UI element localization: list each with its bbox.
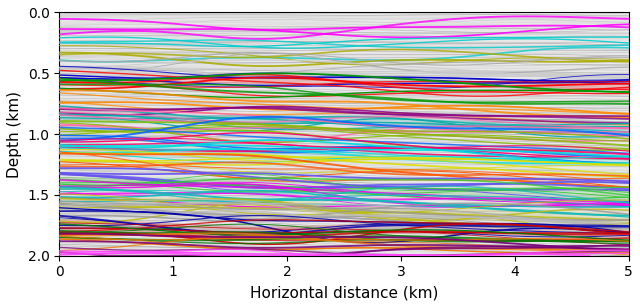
- X-axis label: Horizontal distance (km): Horizontal distance (km): [250, 285, 438, 300]
- Y-axis label: Depth (km): Depth (km): [7, 91, 22, 178]
